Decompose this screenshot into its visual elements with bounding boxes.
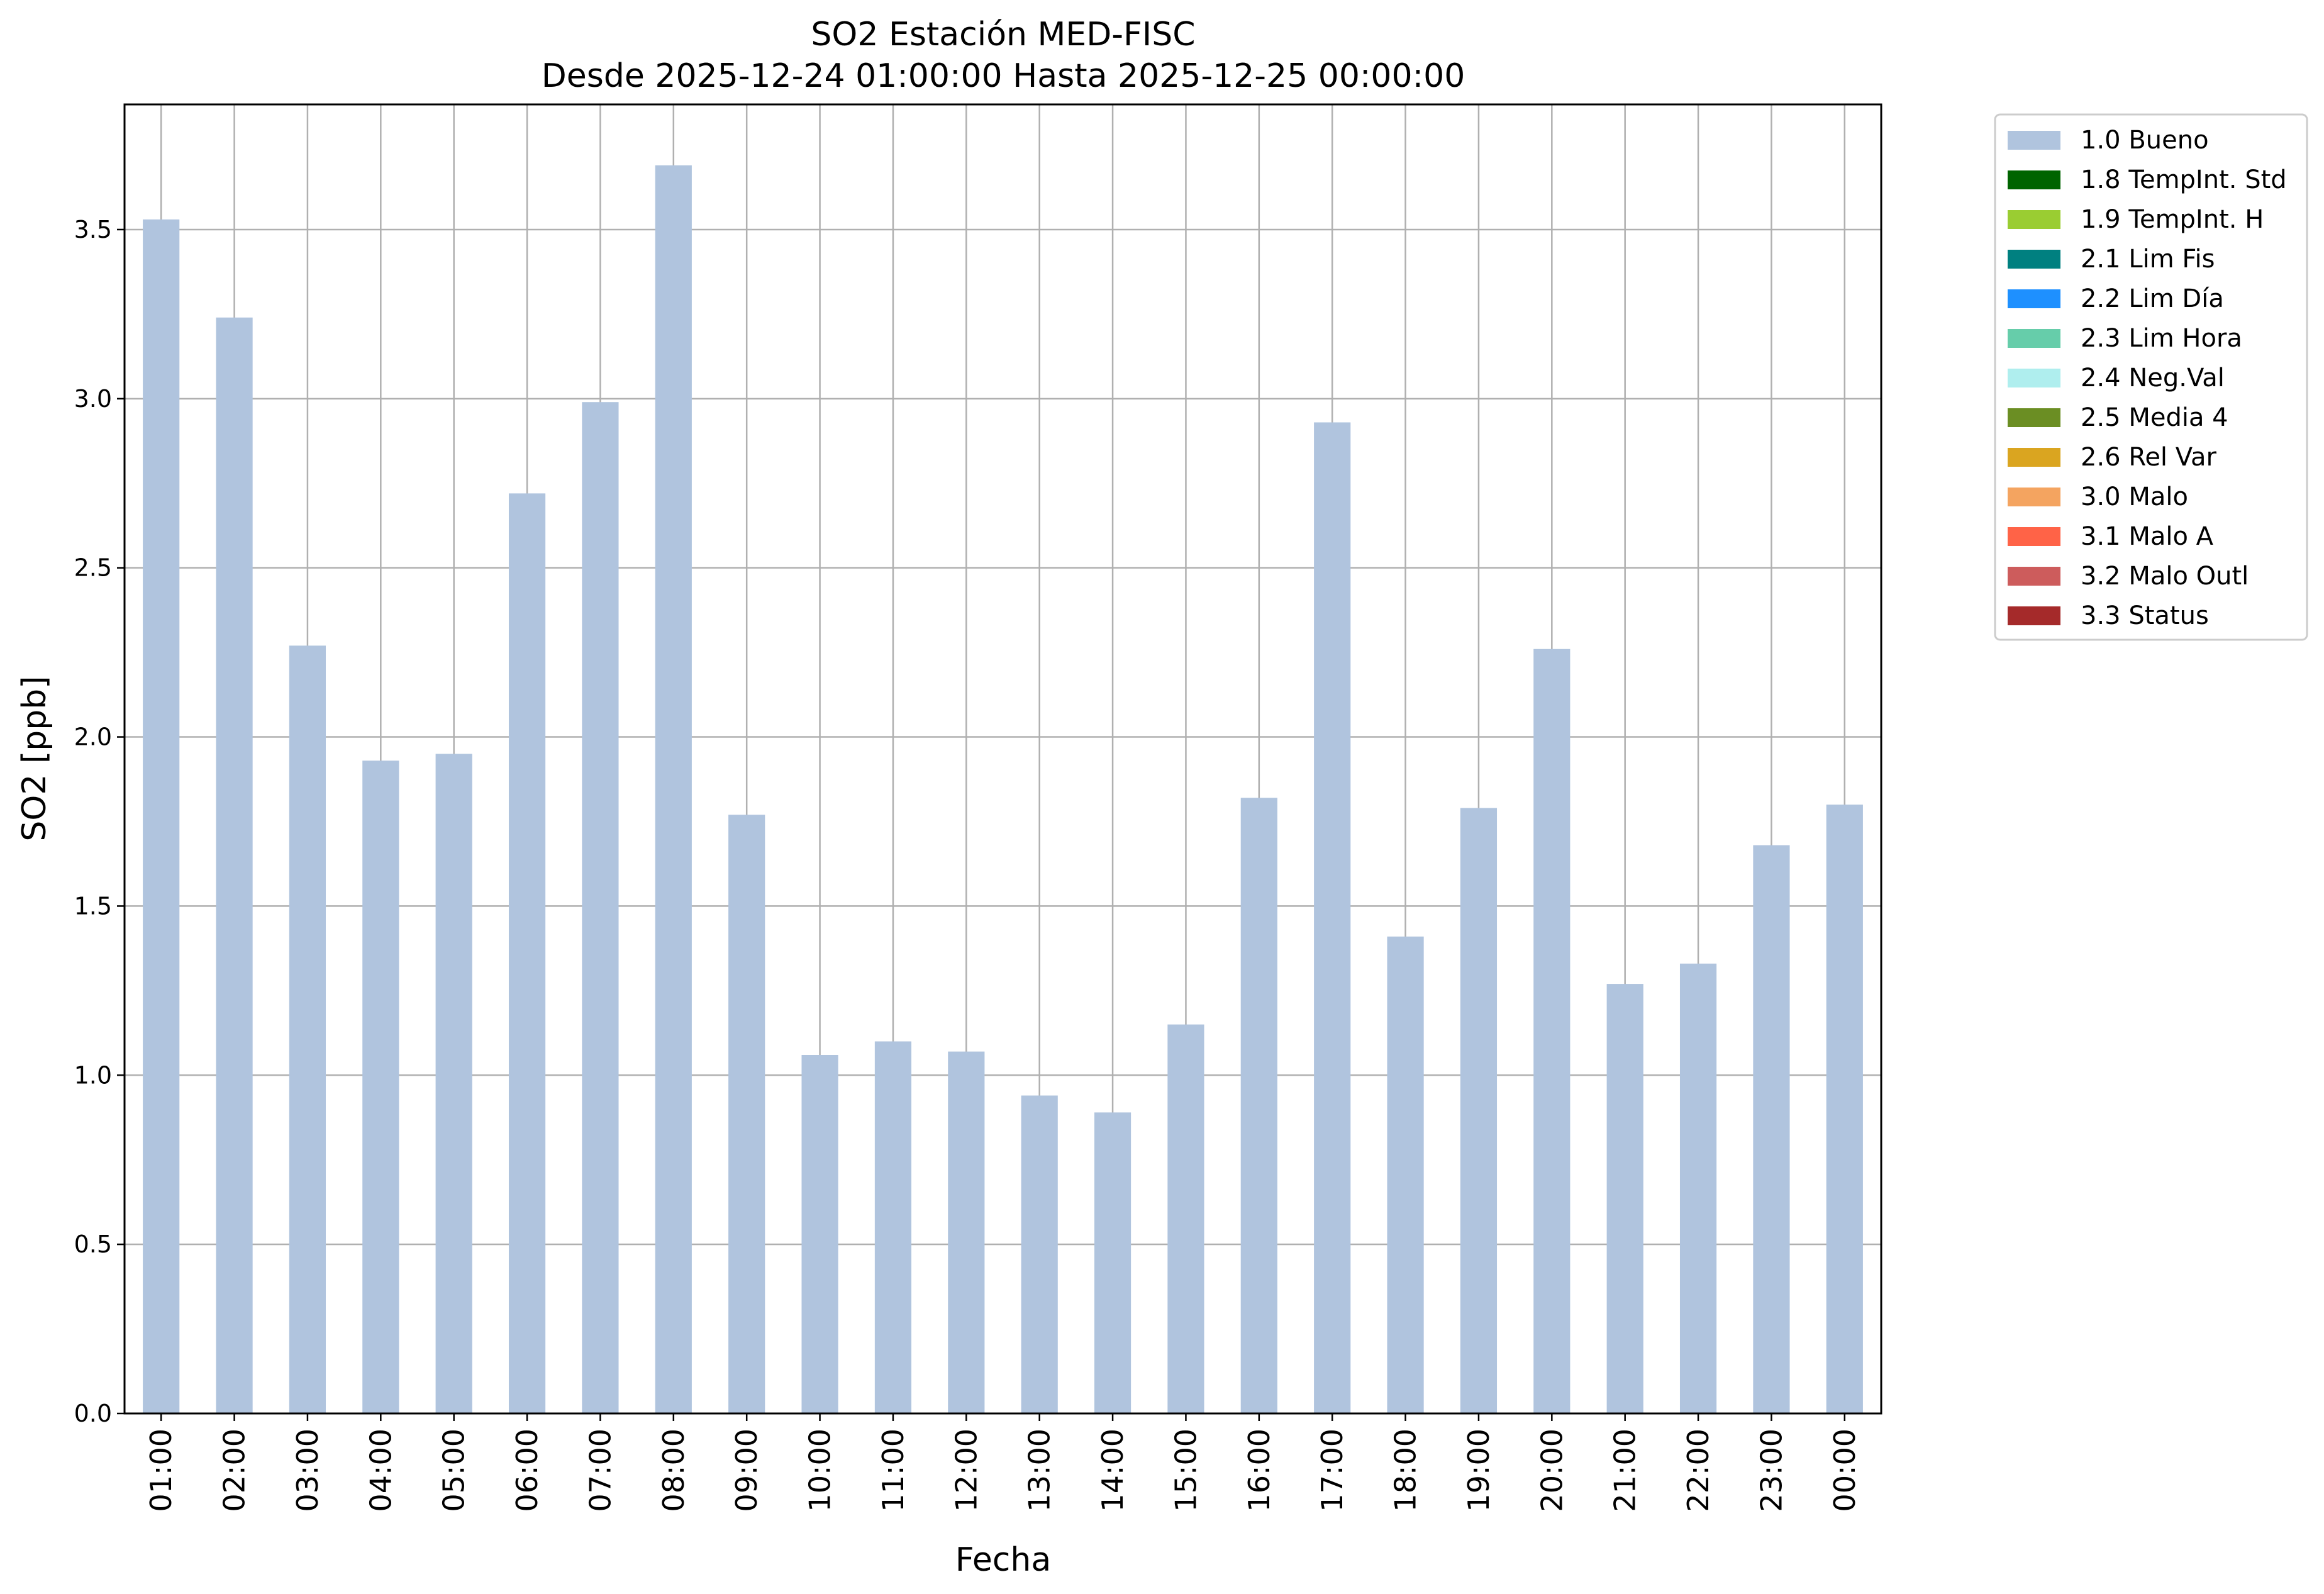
x-tick-label: 22:00 (1681, 1429, 1715, 1512)
legend-swatch (2008, 131, 2060, 150)
x-tick-label: 09:00 (730, 1429, 764, 1512)
legend-swatch (2008, 170, 2060, 189)
bar (1753, 845, 1790, 1413)
x-tick-label: 03:00 (291, 1429, 325, 1512)
legend-swatch (2008, 448, 2060, 467)
legend-label: 3.2 Malo Outl (2081, 562, 2249, 591)
legend-swatch (2008, 250, 2060, 269)
x-axis: 01:00 02:00 03:00 04:00 05:00 06:00 07:00 08:00… (144, 1413, 1862, 1512)
x-tick-label: 11:00 (876, 1429, 910, 1512)
bar (582, 402, 619, 1413)
legend-swatch (2008, 369, 2060, 387)
x-tick-label: 05:00 (437, 1429, 471, 1512)
y-tick-label: 3.5 (74, 216, 112, 243)
plot-frame (123, 103, 1882, 1415)
legend-frame (1994, 113, 2308, 641)
legend-label: 2.2 Lim Día (2081, 284, 2224, 313)
bar (508, 493, 546, 1413)
x-tick-label: 12:00 (949, 1429, 983, 1512)
y-tick-label: 2.5 (74, 554, 112, 582)
legend-swatch (2008, 408, 2060, 427)
legend-label: 2.5 Media 4 (2081, 403, 2228, 432)
bar (948, 1051, 985, 1413)
x-tick-label: 04:00 (364, 1429, 398, 1512)
x-tick-label: 20:00 (1535, 1429, 1569, 1512)
legend-label: 1.0 Bueno (2081, 126, 2209, 155)
x-tick-label: 07:00 (583, 1429, 617, 1512)
bars (143, 165, 1863, 1413)
legend-label: 3.1 Malo A (2081, 522, 2214, 551)
y-tick-label: 0.5 (74, 1230, 112, 1258)
y-tick-label: 1.5 (74, 892, 112, 920)
bar (1240, 798, 1277, 1413)
legend-swatch (2008, 329, 2060, 348)
bar (1606, 984, 1643, 1413)
y-tick-label: 1.0 (74, 1061, 112, 1089)
legend-label: 2.6 Rel Var (2081, 443, 2217, 472)
legend-swatch (2008, 567, 2060, 586)
x-tick-label: 06:00 (510, 1429, 544, 1512)
bar (874, 1041, 912, 1413)
y-axis: 0.0 0.5 1.0 1.5 2.0 2.5 3.0 3.5 (74, 216, 125, 1427)
bar (1460, 808, 1498, 1413)
x-tick-label: 15:00 (1169, 1429, 1203, 1512)
bar (1679, 963, 1717, 1413)
bar (435, 754, 472, 1413)
legend-label: 1.9 TempInt. H (2081, 205, 2264, 234)
chart-title: SO2 Estación MED-FISC (811, 16, 1195, 53)
y-tick-label: 2.0 (74, 723, 112, 751)
legend-swatch (2008, 289, 2060, 308)
bar (289, 645, 326, 1413)
x-tick-label: 14:00 (1096, 1429, 1130, 1512)
x-tick-label: 19:00 (1462, 1429, 1496, 1512)
legend-swatch (2008, 527, 2060, 546)
legend: 1.0 Bueno 1.8 TempInt. Std 1.9 TempInt. H 2… (1994, 113, 2308, 641)
bar (362, 761, 399, 1413)
x-tick-label: 23:00 (1754, 1429, 1788, 1512)
x-tick-label: 08:00 (657, 1429, 691, 1512)
bar (1094, 1112, 1131, 1413)
bar (801, 1055, 838, 1413)
x-tick-label: 01:00 (144, 1429, 178, 1512)
bar (728, 815, 765, 1413)
bar (216, 317, 253, 1413)
bar (143, 219, 180, 1413)
legend-swatch (2008, 210, 2060, 229)
x-tick-label: 21:00 (1608, 1429, 1642, 1512)
bar (1314, 422, 1351, 1413)
legend-label: 2.3 Lim Hora (2081, 324, 2242, 353)
x-tick-label: 02:00 (218, 1429, 252, 1512)
x-tick-label: 10:00 (803, 1429, 837, 1512)
legend-label: 2.4 Neg.Val (2081, 364, 2225, 393)
legend-label: 3.3 Status (2081, 601, 2209, 630)
y-tick-label: 3.0 (74, 385, 112, 413)
x-axis-label: Fecha (955, 1541, 1051, 1579)
x-tick-label: 00:00 (1828, 1429, 1862, 1512)
x-tick-label: 18:00 (1389, 1429, 1423, 1512)
bar (1533, 649, 1571, 1413)
bar (1167, 1024, 1204, 1413)
bar (655, 165, 692, 1413)
legend-label: 1.8 TempInt. Std (2081, 165, 2287, 194)
legend-swatch (2008, 606, 2060, 625)
x-tick-label: 13:00 (1023, 1429, 1057, 1512)
x-tick-label: 16:00 (1242, 1429, 1276, 1512)
legend-label: 2.1 Lim Fis (2081, 245, 2215, 274)
bar (1826, 805, 1863, 1413)
y-tick-label: 0.0 (74, 1400, 112, 1427)
y-axis-label: SO2 [ppb] (16, 676, 53, 841)
chart-subtitle: Desde 2025-12-24 01:00:00 Hasta 2025-12-… (542, 57, 1465, 95)
bar (1021, 1095, 1058, 1413)
legend-label: 3.0 Malo (2081, 482, 2188, 511)
bar (1387, 936, 1424, 1413)
x-tick-label: 17:00 (1315, 1429, 1349, 1512)
legend-swatch (2008, 488, 2060, 506)
